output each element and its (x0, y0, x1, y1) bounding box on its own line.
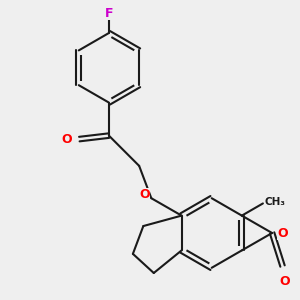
Text: CH₃: CH₃ (265, 197, 286, 208)
Text: O: O (140, 188, 150, 201)
Text: F: F (105, 8, 113, 20)
Text: O: O (277, 226, 288, 239)
Text: O: O (279, 275, 290, 288)
Text: O: O (62, 133, 73, 146)
